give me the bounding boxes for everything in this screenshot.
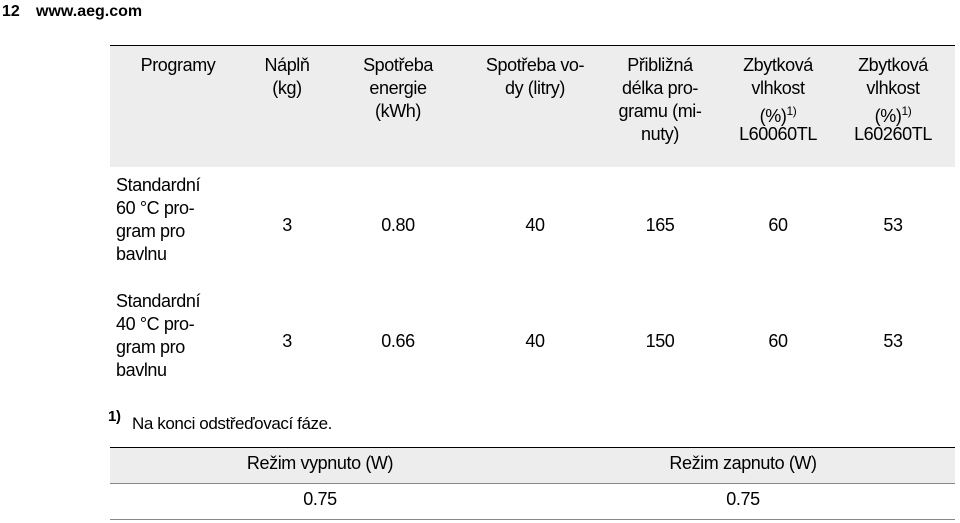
column-header: L60260TL xyxy=(854,124,932,144)
cell: 53 xyxy=(883,331,903,351)
footnote-ref: 1) xyxy=(901,104,912,118)
row-label: Standardní xyxy=(116,291,201,311)
row-label: gram pro xyxy=(116,337,185,357)
cell: 0.75 xyxy=(303,489,337,509)
cell: 150 xyxy=(645,331,675,351)
cell: 0.66 xyxy=(381,331,415,351)
footnote: Na konci odstřeďovací fáze. xyxy=(132,414,332,433)
column-header: Režim vypnuto (W) xyxy=(246,453,394,473)
column-header: Přibližná xyxy=(627,55,693,75)
column-header: Spotřeba vo- xyxy=(485,55,585,75)
rule xyxy=(110,483,955,484)
row-label: bavlnu xyxy=(116,360,167,380)
cell: 3 xyxy=(282,215,292,235)
site: www.aeg.com xyxy=(36,3,143,20)
column-header: Náplň xyxy=(264,55,310,75)
column-header: délka pro- xyxy=(621,78,699,98)
row-label: gram pro xyxy=(116,221,185,241)
cell: 60 xyxy=(768,215,788,235)
footnote-mark: 1) xyxy=(108,408,121,425)
column-header: Režim zapnuto (W) xyxy=(669,453,817,473)
cell: 0.80 xyxy=(381,215,415,235)
column-header: dy (litry) xyxy=(505,78,565,98)
row-label: bavlnu xyxy=(116,244,167,264)
column-header: Zbytková xyxy=(858,55,928,75)
column-header: vlhkost xyxy=(751,78,805,98)
cell: 40 xyxy=(525,215,545,235)
column-header: Programy xyxy=(140,55,216,75)
cell: 165 xyxy=(645,215,675,235)
column-header: gramu (mi- xyxy=(618,101,702,121)
cell: 3 xyxy=(282,331,292,351)
header-bg xyxy=(110,45,955,167)
column-header: nuty) xyxy=(640,124,680,144)
row-label: 60 °C pro- xyxy=(116,198,195,218)
column-header: L60060TL xyxy=(739,124,817,144)
column-header: (kWh) xyxy=(375,101,421,121)
column-header: energie xyxy=(369,78,427,98)
page-number: 12 xyxy=(2,3,20,20)
cell: 53 xyxy=(883,215,903,235)
rule xyxy=(110,519,955,520)
column-header: Zbytková xyxy=(743,55,813,75)
cell: 60 xyxy=(768,331,788,351)
column-header: (%)1) xyxy=(874,104,912,126)
row-label: Standardní xyxy=(116,175,201,195)
rule xyxy=(110,45,955,46)
header-bg xyxy=(110,447,955,483)
rule xyxy=(110,447,955,448)
column-header: (%)1) xyxy=(759,104,797,126)
cell: 40 xyxy=(525,331,545,351)
cell: 0.75 xyxy=(726,489,760,509)
column-header: Spotřeba xyxy=(363,55,433,75)
column-header: vlhkost xyxy=(866,78,920,98)
column-header: (kg) xyxy=(272,78,302,98)
footnote-ref: 1) xyxy=(786,104,797,118)
row-label: 40 °C pro- xyxy=(116,314,195,334)
